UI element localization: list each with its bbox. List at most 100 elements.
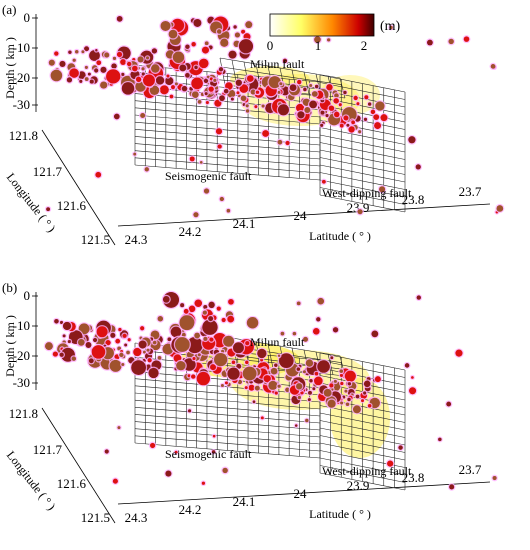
earthquake-event [54,318,59,324]
depth-axis-label: Depth ( km ) [3,315,17,377]
longitude-tick-label: 121.8 [9,406,38,421]
earthquake-event [226,208,231,213]
latitude-tick-label: 24.2 [179,224,202,239]
fault-grid-line [267,343,274,369]
fault-grid-line [134,399,321,417]
west-dipping-fault-plane [319,352,406,491]
earthquake-event [213,78,217,82]
earthquake-event [188,305,196,313]
depth-tick-label: -20 [13,348,30,363]
earthquake-event [334,93,339,98]
fault-grid-line [319,172,406,190]
earthquake-event [245,104,249,108]
latitude-axis-label: Latitude ( ° ) [309,229,371,243]
earthquake-event [352,405,361,414]
earthquake-event [209,337,214,342]
earthquake-event [274,391,278,395]
earthquake-event [185,44,190,49]
earthquake-event [332,327,339,333]
earthquake-event [314,376,323,386]
earthquake-event [325,114,329,118]
earthquake-event [490,64,496,69]
earthquake-event [347,382,352,386]
earthquake-event [312,328,320,335]
earthquake-event [199,161,203,164]
earthquake-event [121,362,125,366]
earthquake-event [241,29,246,34]
earthquake-event [333,98,339,104]
earthquake-event [233,342,244,354]
earthquake-event [448,38,454,45]
earthquake-event [157,315,164,322]
fault-grid-line [319,74,406,93]
earthquake-event [121,82,135,95]
earthquake-event [198,58,209,69]
colorbar-gradient [269,13,375,37]
earthquake-event [212,434,216,438]
fault-grid-line [319,427,406,446]
earthquake-event [100,81,108,89]
earthquake-event [124,343,128,347]
earthquake-event [157,356,162,360]
fault-grid-line [319,472,406,491]
earthquake-event [346,123,350,127]
earthquake-event [411,376,414,379]
earthquake-event [165,470,172,477]
earthquake-event [317,297,325,305]
earthquake-event [151,64,160,73]
depth-tick-label: 0 [24,288,31,303]
earthquake-event [263,375,271,383]
earthquake-event [307,398,311,402]
earthquake-event [91,345,106,359]
earthquake-event [426,39,433,46]
earthquake-event [216,306,221,311]
earthquake-event [87,72,91,76]
earthquake-event [221,317,226,323]
earthquake-event [143,74,155,87]
earthquake-event [305,359,314,367]
earthquake-event [240,95,247,102]
fault-grid-line [134,385,321,403]
earthquake-event [110,332,116,338]
longitude-axis-label: Longitude ( ° ) [4,170,59,235]
earthquake-event [230,97,234,101]
earthquake-event [364,95,369,100]
earthquake-event [361,399,365,403]
earthquake-event [370,109,376,115]
earthquake-event [180,303,185,308]
earthquake-event [116,51,123,58]
earthquake-event [92,337,98,343]
longitude-tick-label: 121.5 [81,232,110,247]
earthquake-event [66,77,73,83]
earthquake-event [235,79,242,86]
earthquake-event [277,354,281,357]
earthquake-event [215,128,223,135]
earthquake-event [297,79,302,85]
earthquake-event [292,331,297,336]
earthquake-event [197,99,202,104]
earthquake-event [118,327,122,332]
fault-grid-line [319,412,406,431]
earthquake-event [59,352,64,357]
earthquake-event [296,367,301,371]
earthquake-event [333,379,337,383]
fault-grid-line [319,465,406,483]
earthquake-event [329,383,334,388]
earthquake-event [308,390,312,395]
latitude-tick-label: 23.9 [347,478,370,493]
earthquake-event [104,449,109,454]
latitude-tick-label: 24 [294,486,308,501]
earthquake-event [84,77,89,82]
fault-grid-line [134,414,321,431]
earthquake-event [326,84,333,91]
fault-grid-line [134,421,321,438]
colorbar-tick-0: 0 [267,38,274,53]
earthquake-event [314,84,319,89]
west-dipping-fault-label: West-dipping fault [322,186,412,200]
earthquake-event [77,339,85,346]
earthquake-event [79,79,83,83]
earthquake-event [89,50,100,61]
earthquake-event [340,401,344,405]
earthquake-event [59,60,66,68]
earthquake-event [353,95,358,101]
